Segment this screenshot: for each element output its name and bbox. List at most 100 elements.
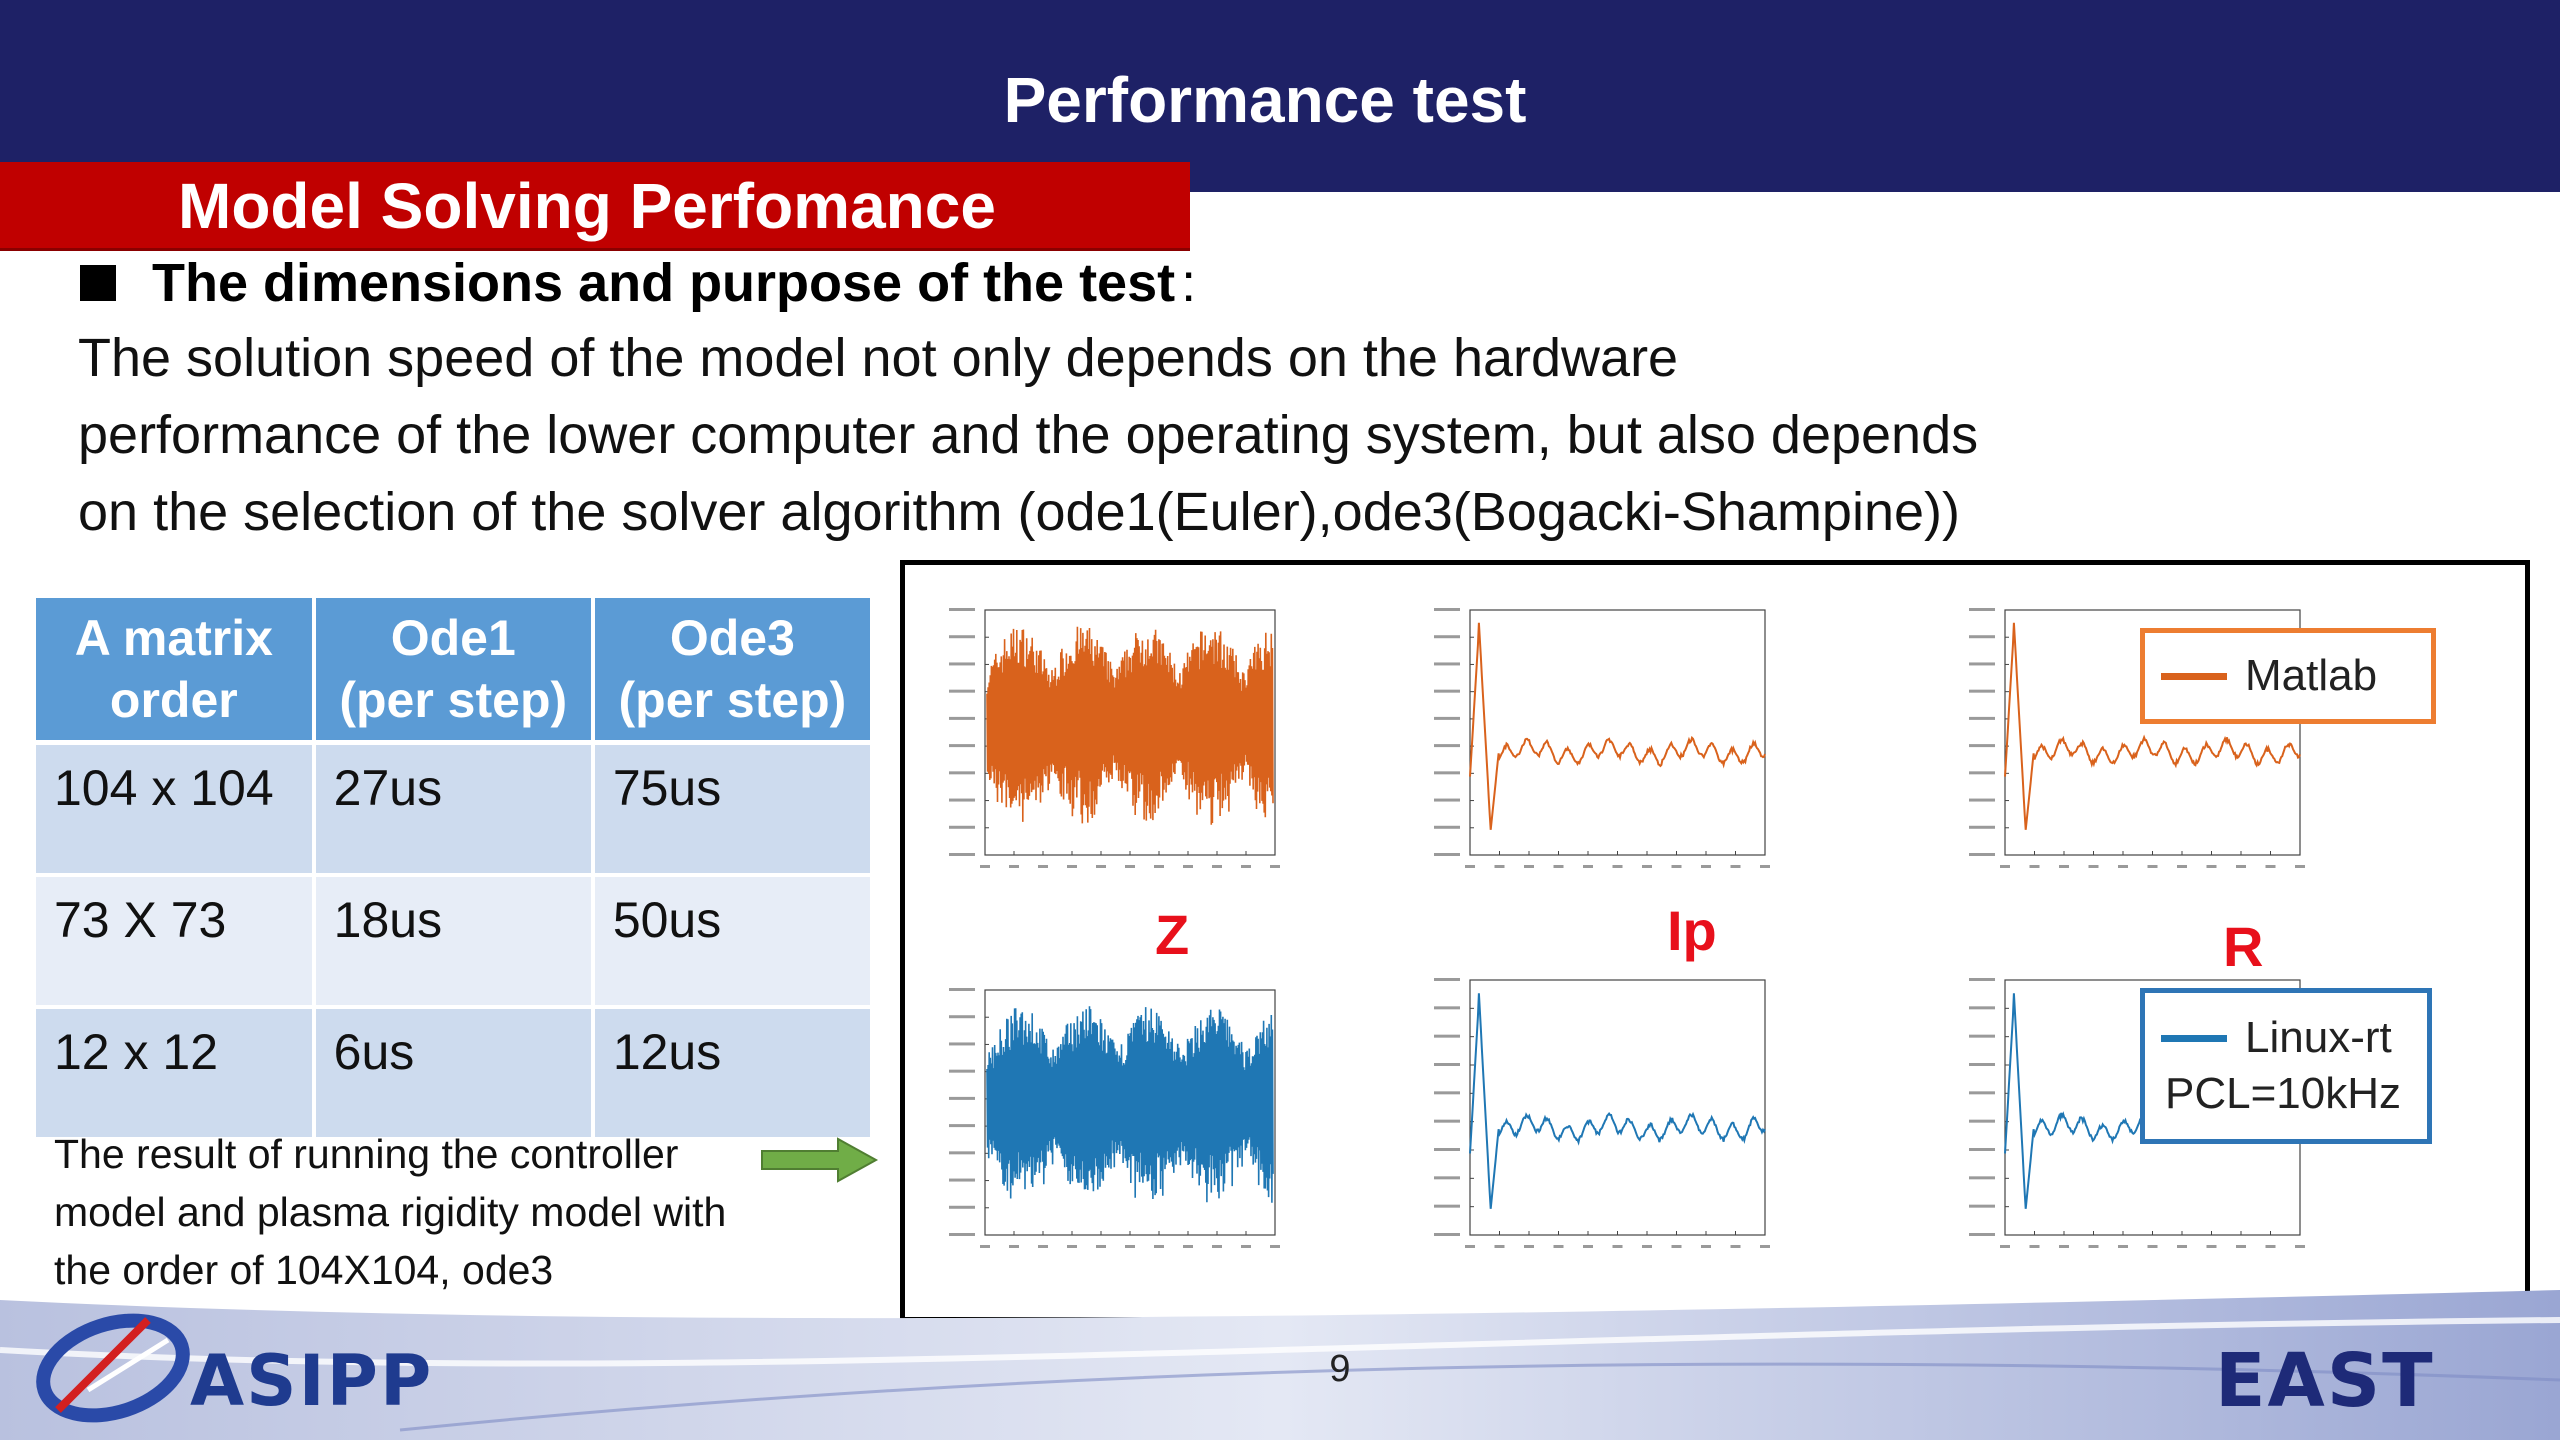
- plot-tick-label-mark: [2177, 1245, 2187, 1248]
- table-cell: 18us: [315, 877, 595, 1009]
- plot-tick-label-mark: [1583, 1245, 1593, 1248]
- plot-tick-label-mark: [1434, 689, 1460, 693]
- plot-tick-label-mark: [2118, 865, 2128, 868]
- plot-tick-label-mark: [1969, 825, 1995, 829]
- header-line: A matrix: [74, 610, 273, 666]
- plot-tick-label-mark: [1969, 1176, 1995, 1180]
- plot-tick-label-mark: [949, 635, 975, 639]
- plot-tick-label-mark: [1969, 1034, 1995, 1038]
- table-row: 12 x 12 6us 12us: [36, 1009, 870, 1141]
- header-line: order: [109, 672, 238, 728]
- plot-tick-label-mark: [949, 1096, 975, 1100]
- plot-tick-label-mark: [1969, 716, 1995, 720]
- legend-text: Linux-rt: [2245, 1013, 2392, 1062]
- paragraph-line: on the selection of the solver algorithm…: [78, 482, 1960, 542]
- table-cell: 50us: [594, 877, 870, 1009]
- plot-tick-label-mark: [949, 662, 975, 666]
- plot-tick-label-mark: [1969, 1204, 1995, 1208]
- plot-tick-label-mark: [980, 1245, 990, 1248]
- plot-tick-label-mark: [1125, 865, 1135, 868]
- plot-tick-label-mark: [1583, 865, 1593, 868]
- plot-tick-label-mark: [1009, 1245, 1019, 1248]
- green-arrow-icon: [761, 1137, 879, 1183]
- page-number: 9: [1329, 1348, 1351, 1390]
- plot-tick-label-mark: [1969, 1063, 1995, 1066]
- paragraph-line: The solution speed of the model not only…: [78, 328, 1679, 388]
- plot-tick-label-mark: [1969, 1006, 1995, 1010]
- table-cell: 73 X 73: [36, 877, 316, 1009]
- plot-tick-label-mark: [1701, 865, 1711, 868]
- bullet-colon: :: [1181, 253, 1197, 313]
- plot-tick-label-mark: [1434, 608, 1460, 611]
- plot-tick-label-mark: [1434, 662, 1460, 666]
- plot-tick-label-mark: [1494, 865, 1505, 868]
- plot-tick-label-mark: [2236, 865, 2246, 868]
- plot-tick-label-mark: [1434, 1148, 1460, 1151]
- plot-tick-label-mark: [2029, 1245, 2040, 1248]
- plot-tick-label-mark: [1969, 853, 1995, 856]
- legend-linux-row: Linux-rt: [2145, 1010, 2392, 1066]
- legend-text: PCL=10kHz: [2165, 1069, 2402, 1118]
- plot-tick-label-mark: [980, 865, 990, 868]
- plot-tick-label-mark: [2236, 1245, 2246, 1248]
- plot-tick-label-mark: [1612, 1245, 1623, 1248]
- plot-tick-label-mark: [2059, 865, 2069, 868]
- signal-trace: [986, 626, 1274, 825]
- header-matrix-order: A matrix order: [36, 598, 316, 745]
- channel-label-z: Z: [1155, 903, 1190, 966]
- plot-tick-label-mark: [1241, 865, 1251, 868]
- plot-tick-label-mark: [1465, 1245, 1475, 1248]
- plot-tick-label-mark: [1434, 1063, 1460, 1066]
- plot-tick-label-mark: [949, 1069, 975, 1073]
- plot-tick-label-mark: [1183, 1245, 1193, 1248]
- plot-tick-label-mark: [1760, 1245, 1770, 1248]
- legend-text: Matlab: [2245, 651, 2378, 700]
- east-logo-text: EAST: [2215, 1338, 2435, 1424]
- table-header-row: A matrix order Ode1 (per step) Ode3 (per…: [36, 598, 870, 745]
- plot-tick-label-mark: [1434, 744, 1460, 748]
- plot-tick-label-mark: [1096, 865, 1106, 868]
- plot-tick-label-mark: [949, 744, 975, 748]
- caption-line: model and plasma rigidity model with: [54, 1189, 727, 1235]
- header-line: (per step): [339, 672, 568, 728]
- plot-tick-label-mark: [1730, 1245, 1741, 1248]
- caption-line: the order of 104X104, ode3: [54, 1247, 554, 1293]
- signal-trace: [1469, 993, 1766, 1209]
- plot-tick-label-mark: [1434, 716, 1460, 720]
- plot-tick-label-mark: [1969, 689, 1995, 693]
- timing-table: A matrix order Ode1 (per step) Ode3 (per…: [36, 598, 870, 1141]
- plot-tick-label-mark: [2295, 865, 2305, 868]
- plot-tick-label-mark: [1434, 635, 1460, 639]
- plot-tick-label-mark: [1154, 865, 1164, 868]
- table-cell: 12 x 12: [36, 1009, 316, 1141]
- plot-tick-label-mark: [2000, 1245, 2010, 1248]
- plot-tick-label-mark: [2147, 865, 2158, 868]
- plot-tick-label-mark: [2206, 1245, 2217, 1248]
- plot-tick-label-mark: [1642, 1245, 1652, 1248]
- plot-tick-label-mark: [1434, 978, 1460, 981]
- signal-trace: [1469, 622, 1766, 830]
- plot-tick-label-mark: [2088, 1245, 2099, 1248]
- asipp-logo-icon: [36, 1313, 190, 1423]
- plot-tick-label-mark: [1434, 1204, 1460, 1208]
- caption-line: The result of running the controller: [54, 1131, 679, 1177]
- plot-tick-label-mark: [2265, 865, 2276, 868]
- plot-tick-label-mark: [949, 1205, 975, 1209]
- legend-matlab: Matlab: [2140, 628, 2436, 724]
- plot-tick-label-mark: [1612, 865, 1623, 868]
- header-line: Ode3: [669, 610, 795, 666]
- plot-tick-label-mark: [1434, 798, 1460, 802]
- plot-tick-label-mark: [1969, 1119, 1995, 1123]
- plot-tick-label-mark: [1434, 1006, 1460, 1010]
- header-bar: [0, 0, 2560, 192]
- header-line: (per step): [618, 672, 847, 728]
- plot-tick-label-mark: [1212, 865, 1222, 868]
- plot-tick-label-mark: [1969, 1233, 1995, 1236]
- plot-tick-label-mark: [949, 771, 975, 775]
- legend-swatch-linux: [2161, 1034, 2227, 1042]
- plot-tick-label-mark: [2000, 865, 2010, 868]
- table-cell: 27us: [315, 745, 595, 877]
- plot-tick-label-mark: [949, 608, 975, 611]
- plot-tick-label-mark: [1553, 865, 1564, 868]
- plot-tick-label-mark: [1730, 865, 1741, 868]
